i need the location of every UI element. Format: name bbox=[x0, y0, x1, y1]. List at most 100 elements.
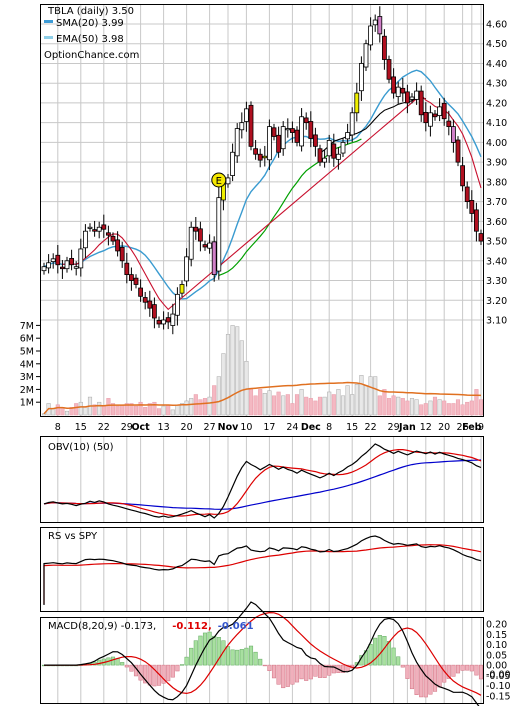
price-candle bbox=[239, 112, 245, 139]
price-candle bbox=[460, 157, 466, 192]
candle-body bbox=[308, 121, 314, 139]
candle-body bbox=[441, 102, 447, 120]
price-candle bbox=[73, 261, 79, 276]
volume-bar bbox=[161, 405, 166, 416]
price-tick-label: 3.90 bbox=[486, 158, 507, 169]
volume-bar bbox=[184, 400, 189, 416]
macd-histogram-bar bbox=[386, 641, 392, 666]
macd-histogram-bar bbox=[419, 664, 424, 698]
price-candle bbox=[96, 221, 102, 239]
volume-bar bbox=[258, 389, 263, 416]
candle-body bbox=[437, 106, 443, 116]
chart-title: TBLA (daily) 3.50 bbox=[47, 6, 134, 17]
date-tick-label: 8 bbox=[326, 422, 332, 433]
macd-histogram-bar bbox=[409, 664, 415, 690]
volume-tick-label: 3M bbox=[20, 372, 34, 383]
price-candle bbox=[289, 121, 295, 143]
macd-histogram-bar bbox=[262, 664, 267, 667]
earnings-marker: E bbox=[211, 172, 227, 188]
macd-histogram-bar bbox=[368, 644, 373, 666]
price-candle bbox=[243, 101, 249, 132]
macd-histogram-bar bbox=[248, 645, 254, 666]
obv-panel-frame bbox=[40, 436, 484, 523]
candle-body bbox=[83, 230, 88, 249]
macd-tick-label: -0.10 bbox=[486, 681, 511, 692]
volume-bar bbox=[253, 395, 258, 416]
price-candle bbox=[437, 98, 443, 122]
macd-histogram-bar bbox=[405, 664, 410, 679]
macd-histogram-bar bbox=[478, 664, 484, 680]
candle-body bbox=[151, 304, 157, 319]
macd-histogram-bar bbox=[465, 664, 470, 671]
candle-body bbox=[124, 262, 130, 276]
volume-bar bbox=[465, 401, 470, 416]
macd-histogram-bar bbox=[285, 664, 290, 687]
volume-bars bbox=[41, 325, 484, 416]
volume-bar bbox=[386, 398, 392, 416]
volume-bar bbox=[294, 394, 300, 416]
candle-body bbox=[193, 226, 199, 232]
price-candle bbox=[124, 252, 130, 284]
date-tick-label: 15 bbox=[346, 422, 358, 433]
sma-legend-swatch bbox=[44, 20, 53, 23]
price-candle bbox=[358, 56, 364, 101]
date-tick-label: 29 bbox=[121, 422, 133, 433]
rs-average-line bbox=[43, 544, 482, 604]
price-tick-label: 3.70 bbox=[486, 197, 507, 208]
candle-body bbox=[312, 134, 318, 147]
macd-histogram-bar bbox=[414, 664, 419, 695]
sma20-line bbox=[43, 69, 482, 300]
candle-body bbox=[128, 274, 134, 281]
candle-body bbox=[289, 128, 295, 133]
macd-histogram-bar bbox=[276, 664, 281, 685]
macd-histogram-bar bbox=[179, 664, 185, 666]
candle-body bbox=[432, 113, 438, 118]
price-candle bbox=[55, 245, 61, 274]
macd-histogram-bar bbox=[189, 647, 194, 666]
macd-histogram-bar bbox=[129, 664, 134, 672]
volume-bar bbox=[175, 404, 180, 416]
macd-panel: MACD(8,20,9) -0.173, -0.112, -0.061 0.200.… bbox=[40, 601, 511, 706]
candle-body bbox=[110, 235, 116, 242]
date-gridlines bbox=[57, 5, 482, 703]
price-candle bbox=[202, 240, 208, 251]
candle-body bbox=[358, 63, 364, 92]
date-tick-label: 20 bbox=[181, 422, 193, 433]
macd-histogram-bar bbox=[115, 658, 120, 666]
volume-bar bbox=[377, 395, 382, 416]
volume-bar bbox=[359, 375, 364, 416]
candle-body bbox=[207, 242, 213, 249]
candle-body bbox=[69, 258, 74, 266]
macd-tick-label: 0.00 bbox=[486, 661, 507, 672]
price-candle bbox=[179, 280, 185, 298]
volume-bar bbox=[400, 398, 405, 416]
price-candle bbox=[372, 14, 378, 32]
macd-histogram-bar bbox=[432, 664, 438, 692]
volume-tick-label: 4M bbox=[20, 359, 34, 370]
candle-body bbox=[234, 128, 240, 157]
candle-body bbox=[377, 16, 383, 35]
macd-title: MACD(8,20,9) -0.173, -0.112, -0.061 bbox=[48, 621, 254, 632]
macd-histogram-bar bbox=[290, 664, 295, 685]
candle-body bbox=[450, 126, 456, 143]
sma-legend-label: SMA(20) 3.99 bbox=[56, 18, 124, 29]
obv-ma50-line bbox=[43, 459, 482, 510]
candle-body bbox=[331, 143, 337, 159]
candle-body bbox=[469, 200, 475, 214]
price-candle bbox=[368, 17, 374, 51]
candle-body bbox=[50, 258, 56, 262]
volume-bar bbox=[478, 399, 484, 416]
price-candle bbox=[64, 256, 70, 273]
volume-bar bbox=[55, 404, 60, 416]
macd-histogram-bar bbox=[198, 635, 203, 666]
macd-histogram-bar bbox=[455, 664, 461, 674]
volume-bar bbox=[138, 401, 143, 416]
candle-body bbox=[78, 248, 84, 269]
volume-bar bbox=[437, 399, 442, 416]
volume-bar bbox=[64, 410, 70, 416]
volume-bar bbox=[373, 376, 378, 416]
candle-body bbox=[266, 126, 272, 161]
macd-histogram-bar bbox=[110, 656, 116, 666]
